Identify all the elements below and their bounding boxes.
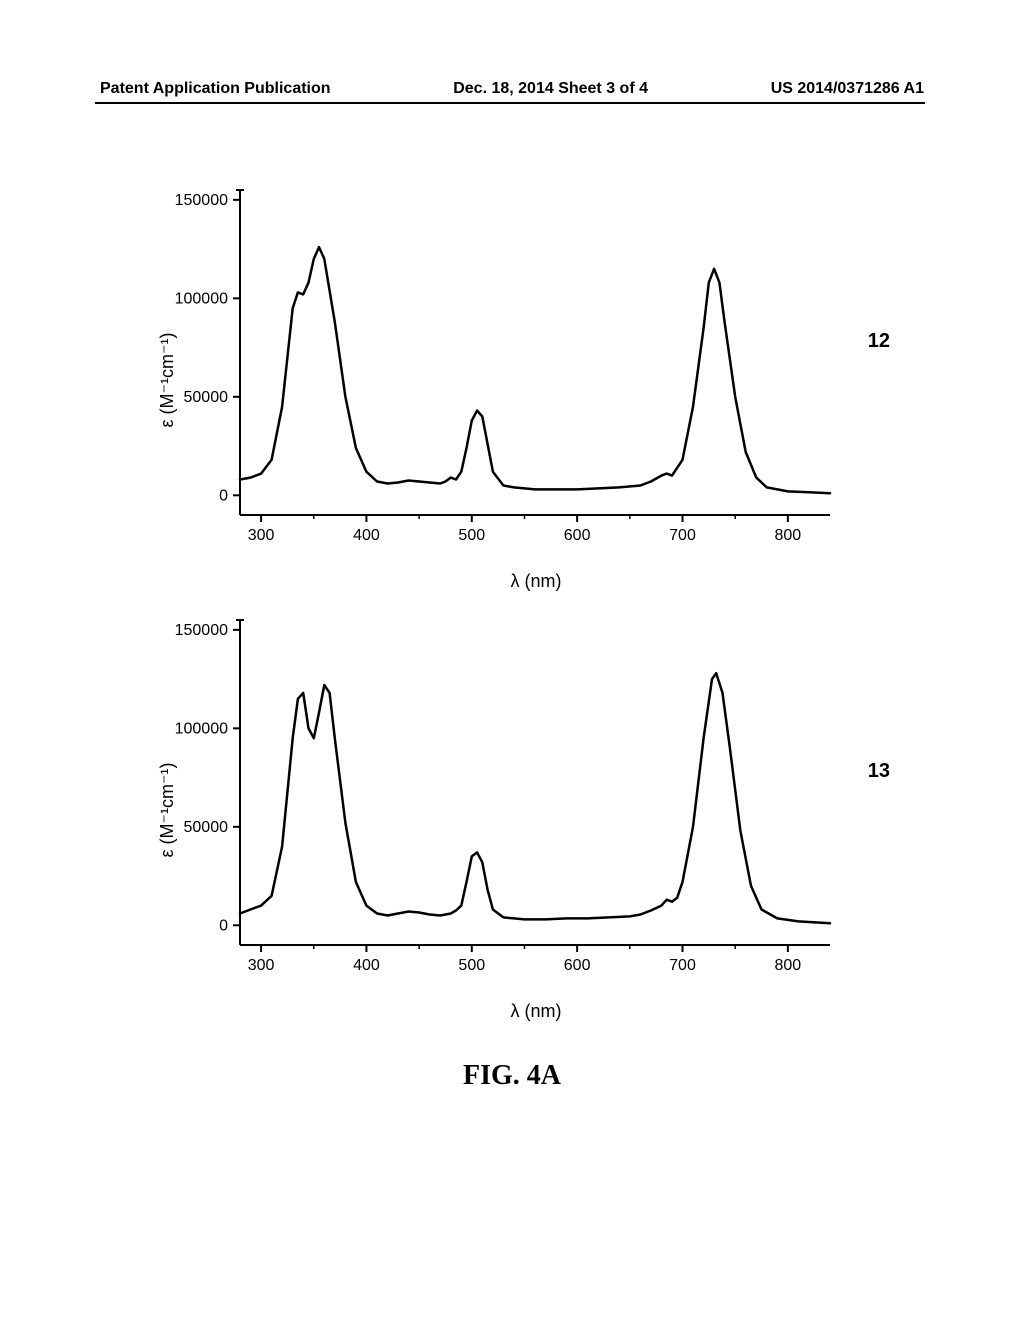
ylabel-bottom: ε (M⁻¹cm⁻¹) [157, 763, 178, 858]
svg-text:700: 700 [669, 957, 696, 974]
svg-text:400: 400 [353, 527, 380, 544]
page-header: Patent Application Publication Dec. 18, … [0, 80, 1024, 98]
chart-bottom: 0 50000 100000 150000 300 400 500 600 700 800 ε (… [140, 600, 860, 1020]
header-center: Dec. 18, 2014 Sheet 3 of 4 [453, 80, 648, 98]
svg-text:300: 300 [248, 527, 275, 544]
charts-container: 0 50000 100000 150000 300 400 500 600 700 800 ε (… [140, 170, 860, 1030]
svg-text:0: 0 [219, 487, 228, 504]
svg-text:700: 700 [669, 527, 696, 544]
xlabel-top: λ (nm) [511, 571, 562, 592]
header-rule [95, 102, 925, 104]
chart-svg-bottom: 0 50000 100000 150000 300 400 500 600 700 800 [140, 600, 860, 1000]
svg-text:800: 800 [775, 527, 802, 544]
svg-text:150000: 150000 [175, 192, 228, 209]
header-left: Patent Application Publication [100, 80, 331, 98]
figure-caption: FIG. 4A [0, 1060, 1024, 1092]
svg-text:400: 400 [353, 957, 380, 974]
svg-text:500: 500 [458, 957, 485, 974]
svg-text:600: 600 [564, 957, 591, 974]
svg-text:50000: 50000 [184, 389, 229, 406]
svg-text:100000: 100000 [175, 720, 228, 737]
svg-text:100000: 100000 [175, 290, 228, 307]
svg-text:600: 600 [564, 527, 591, 544]
chart-top: 0 50000 100000 150000 300 400 500 600 700 800 ε (… [140, 170, 860, 590]
svg-text:150000: 150000 [175, 622, 228, 639]
series-label-top: 12 [868, 330, 890, 353]
svg-text:50000: 50000 [184, 819, 229, 836]
xlabel-bottom: λ (nm) [511, 1001, 562, 1022]
svg-text:300: 300 [248, 957, 275, 974]
header-right: US 2014/0371286 A1 [771, 80, 924, 98]
chart-svg-top: 0 50000 100000 150000 300 400 500 600 700 800 [140, 170, 860, 570]
series-label-bottom: 13 [868, 760, 890, 783]
ylabel-top: ε (M⁻¹cm⁻¹) [157, 333, 178, 428]
svg-text:800: 800 [775, 957, 802, 974]
svg-text:0: 0 [219, 917, 228, 934]
svg-text:500: 500 [458, 527, 485, 544]
